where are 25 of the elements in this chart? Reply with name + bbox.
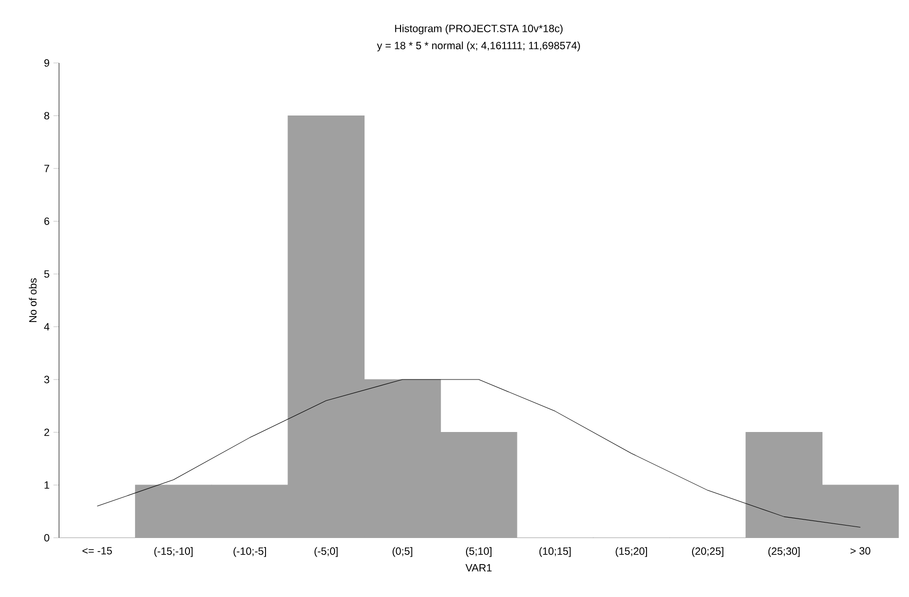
y-tick-label: 6 (44, 218, 50, 226)
x-tick-label: (-5;0] (314, 547, 338, 558)
y-tick-label: 9 (44, 59, 50, 67)
chart-title: Histogram (PROJECT.STA 10v*18c) (395, 24, 563, 34)
x-tick-label: (10;15] (539, 547, 571, 558)
y-tick-label: 2 (44, 428, 50, 436)
x-tick-label: (0;5] (392, 547, 412, 558)
y-tick-label: 4 (44, 323, 50, 330)
x-tick-label: (-10;-5] (234, 547, 266, 558)
x-tick-label: <= -15 (82, 547, 112, 555)
x-tick-label: (-15;-10] (154, 547, 193, 558)
y-tick-label: 5 (44, 270, 50, 278)
x-tick-label: (15;20] (616, 547, 647, 558)
x-tick-label: (5;10] (466, 547, 492, 558)
x-tick-label: > 30 (850, 547, 870, 555)
x-axis-title: VAR1 (465, 564, 492, 572)
y-tick-label: 1 (44, 482, 50, 489)
y-axis-title: No of obs (28, 278, 37, 322)
y-tick-label: 8 (44, 112, 50, 120)
y-tick-label: 3 (44, 376, 50, 384)
y-tick-label: 0 (44, 534, 50, 542)
y-tick-label: 7 (44, 164, 50, 172)
x-tick-label: (20;25] (692, 547, 724, 558)
chart-subtitle: y = 18 * 5 * normal (x; 4,161111; 11,698574) (376, 42, 580, 52)
x-tick-label: (25;30] (768, 547, 800, 558)
